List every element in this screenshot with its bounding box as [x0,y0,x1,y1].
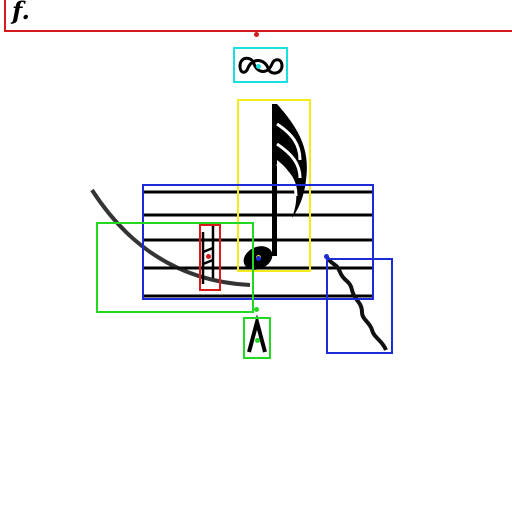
slur-anchor [253,306,259,312]
turn-glyph [238,56,284,75]
dynamics-region-box[interactable] [4,0,512,32]
turn-ornament-anchor [255,63,261,69]
natural-accidental-anchor [205,253,211,259]
slur-curve [90,188,251,287]
natural-sign [201,226,215,284]
natural-accidental-box[interactable] [199,224,221,291]
staff-anchor [255,255,261,261]
wavy-line-anchor [323,253,329,259]
staff-box[interactable] [142,184,374,300]
slur-box[interactable] [96,222,254,313]
fragment-text: f. [12,0,30,25]
marcato-accent-box[interactable] [243,317,271,359]
marcato-glyph [247,314,267,353]
turn-ornament-box[interactable] [233,47,288,83]
wavy-line-glyph [324,254,388,351]
wavy-line-box[interactable] [326,258,393,354]
marcato-accent-anchor [254,337,260,343]
dynamics-region-anchor [253,31,259,37]
